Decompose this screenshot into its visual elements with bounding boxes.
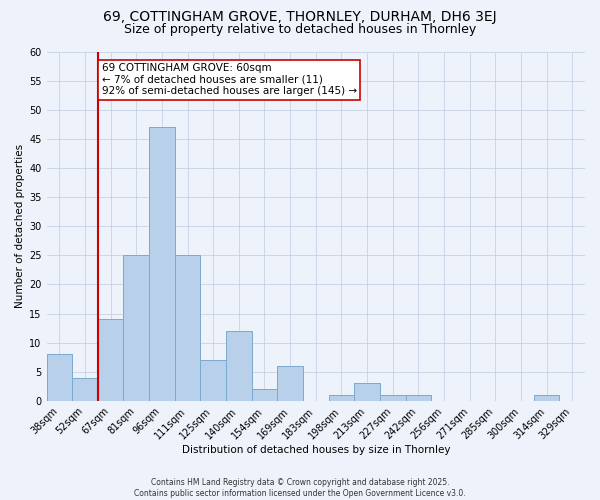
Y-axis label: Number of detached properties: Number of detached properties (15, 144, 25, 308)
Bar (380, 395, 406, 401)
Text: 69 COTTINGHAM GROVE: 60sqm
← 7% of detached houses are smaller (11)
92% of semi-: 69 COTTINGHAM GROVE: 60sqm ← 7% of detac… (101, 63, 357, 96)
Text: 69, COTTINGHAM GROVE, THORNLEY, DURHAM, DH6 3EJ: 69, COTTINGHAM GROVE, THORNLEY, DURHAM, … (103, 10, 497, 24)
Bar (406, 395, 431, 401)
Bar (329, 395, 354, 401)
Bar (149, 127, 175, 401)
Bar (251, 390, 277, 401)
Bar (175, 256, 200, 401)
Text: Contains HM Land Registry data © Crown copyright and database right 2025.
Contai: Contains HM Land Registry data © Crown c… (134, 478, 466, 498)
Bar (226, 331, 251, 401)
Bar (98, 320, 124, 401)
Bar (354, 384, 380, 401)
Bar (72, 378, 98, 401)
Bar (534, 395, 559, 401)
Bar (124, 256, 149, 401)
Bar (200, 360, 226, 401)
X-axis label: Distribution of detached houses by size in Thornley: Distribution of detached houses by size … (182, 445, 450, 455)
Text: Size of property relative to detached houses in Thornley: Size of property relative to detached ho… (124, 22, 476, 36)
Bar (47, 354, 72, 401)
Bar (277, 366, 303, 401)
